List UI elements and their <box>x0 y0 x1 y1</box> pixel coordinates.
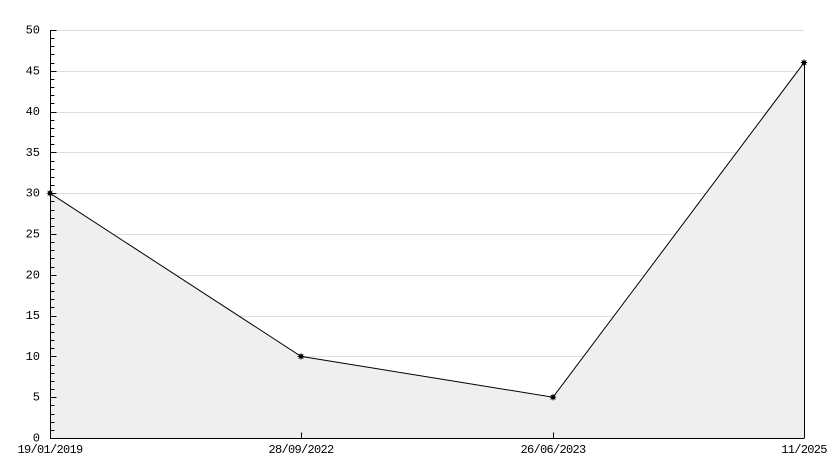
svg-text:5: 5 <box>33 391 40 405</box>
svg-text:45: 45 <box>26 64 40 78</box>
svg-text:15: 15 <box>26 309 40 323</box>
svg-text:26/06/2023: 26/06/2023 <box>520 443 586 457</box>
svg-text:40: 40 <box>26 105 40 119</box>
svg-text:11/2025: 11/2025 <box>781 443 827 457</box>
svg-text:19/01/2019: 19/01/2019 <box>17 443 83 457</box>
svg-text:25: 25 <box>26 228 40 242</box>
svg-text:20: 20 <box>26 268 40 282</box>
svg-text:10: 10 <box>26 350 40 364</box>
svg-text:35: 35 <box>26 146 40 160</box>
svg-text:50: 50 <box>26 24 40 38</box>
svg-text:30: 30 <box>26 187 40 201</box>
svg-text:28/09/2022: 28/09/2022 <box>268 443 334 457</box>
